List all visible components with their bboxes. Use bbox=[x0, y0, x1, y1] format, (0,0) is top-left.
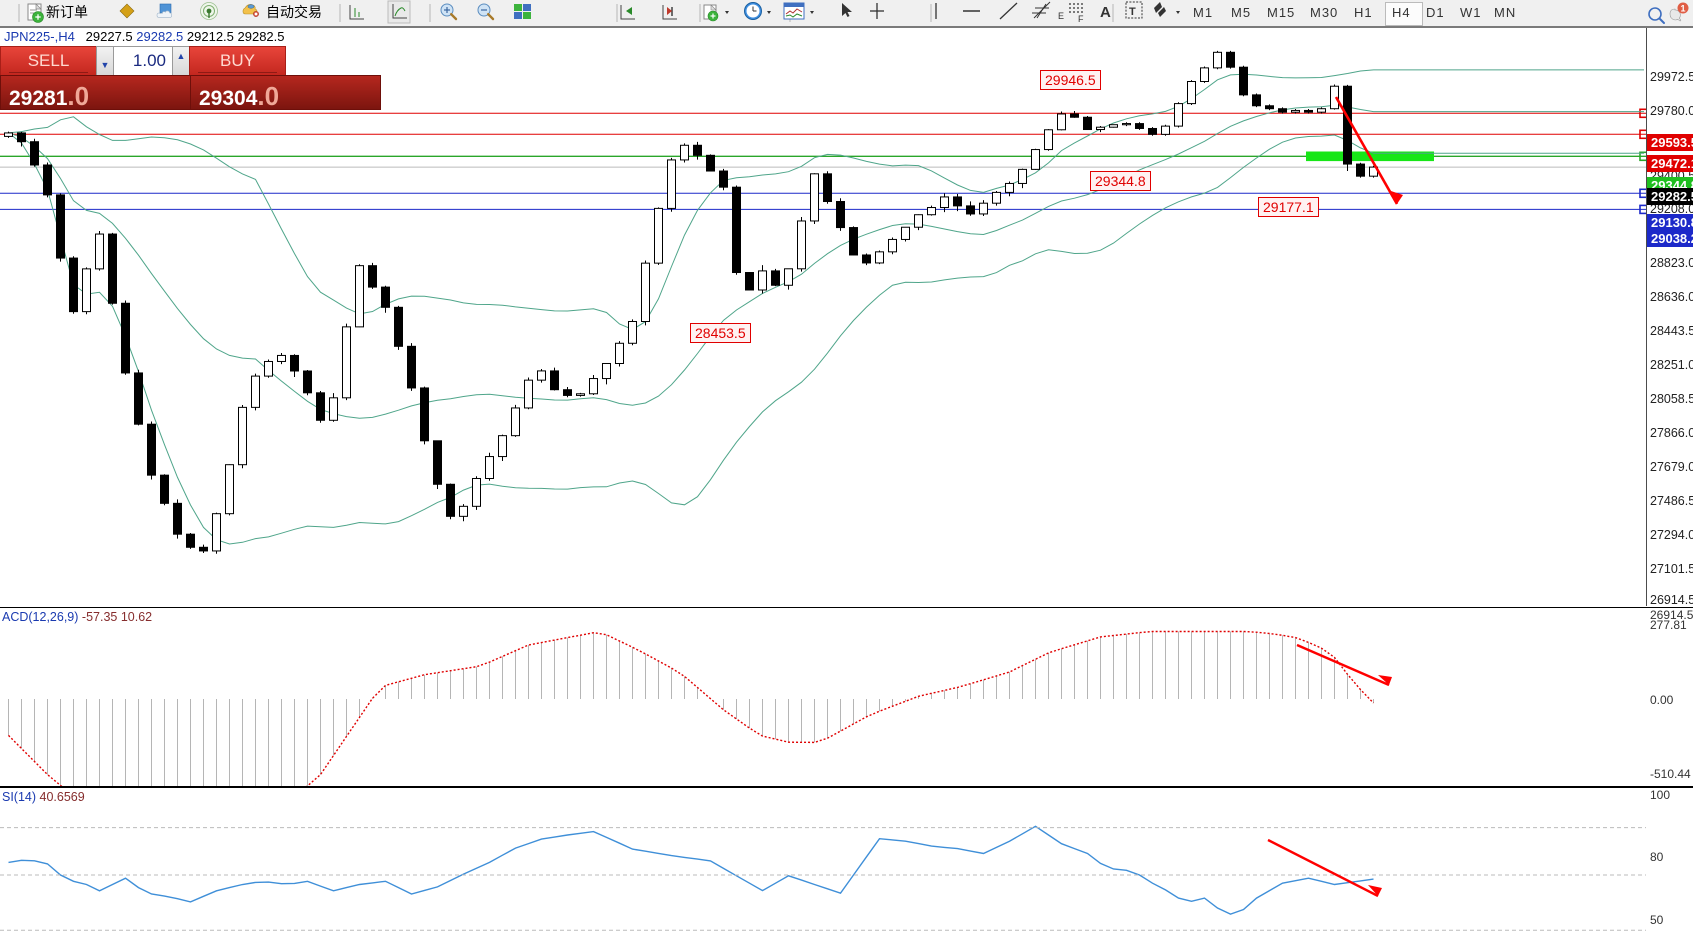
svg-text:1: 1 bbox=[1680, 4, 1685, 14]
